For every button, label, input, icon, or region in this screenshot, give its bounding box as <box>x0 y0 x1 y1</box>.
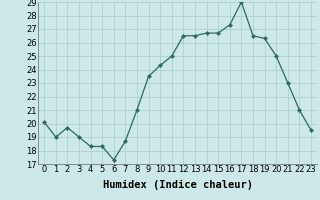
X-axis label: Humidex (Indice chaleur): Humidex (Indice chaleur) <box>103 180 252 190</box>
